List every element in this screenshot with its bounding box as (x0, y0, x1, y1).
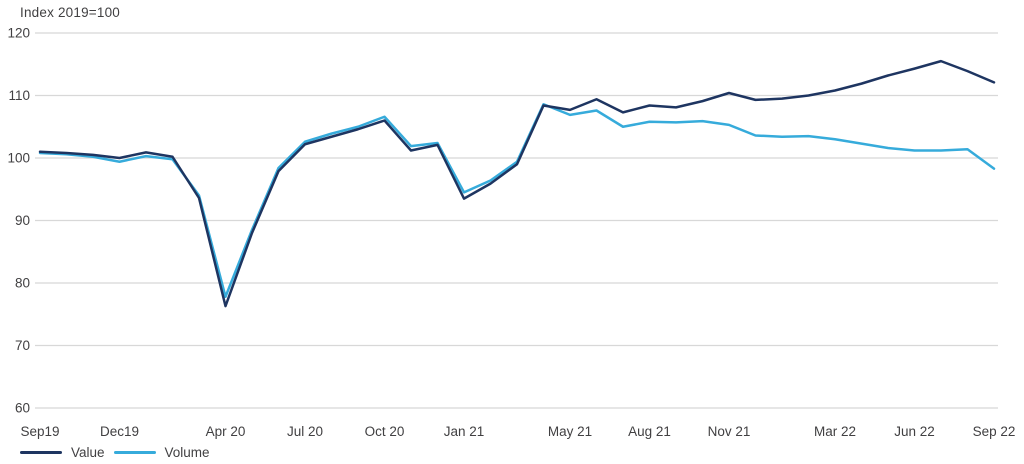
y-tick-110: 110 (8, 88, 30, 103)
legend-item-volume: Volume (113, 445, 210, 460)
x-tick-nov-21: Nov 21 (708, 424, 751, 439)
x-tick-dec19: Dec19 (100, 424, 139, 439)
y-tick-120: 120 (7, 26, 30, 41)
legend-swatch-volume (113, 451, 156, 454)
legend-item-value: Value (20, 445, 105, 460)
series-line-value (38, 59, 996, 308)
legend-label-value: Value (71, 445, 105, 460)
x-tick-oct-20: Oct 20 (365, 424, 405, 439)
legend-label-volume: Volume (164, 445, 210, 460)
y-tick-100: 100 (7, 151, 30, 166)
x-tick-sep-22: Sep 22 (973, 424, 1016, 439)
x-tick-jan-21: Jan 21 (444, 424, 485, 439)
x-tick-may-21: May 21 (548, 424, 592, 439)
x-tick-jun-22: Jun 22 (894, 424, 935, 439)
y-tick-60: 60 (15, 401, 30, 416)
y-tick-80: 80 (15, 276, 30, 291)
x-tick-aug-21: Aug 21 (628, 424, 671, 439)
x-tick-jul-20: Jul 20 (287, 424, 323, 439)
chart-legend: Value Volume (20, 444, 210, 461)
chart-title: Index 2019=100 (20, 5, 121, 20)
x-tick-mar-22: Mar 22 (814, 424, 856, 439)
series-line-volume (38, 103, 996, 298)
legend-swatch-value (20, 451, 62, 454)
y-tick-70: 70 (15, 338, 30, 353)
y-tick-90: 90 (15, 213, 30, 228)
x-tick-sep19: Sep19 (20, 424, 59, 439)
x-tick-apr-20: Apr 20 (206, 424, 246, 439)
